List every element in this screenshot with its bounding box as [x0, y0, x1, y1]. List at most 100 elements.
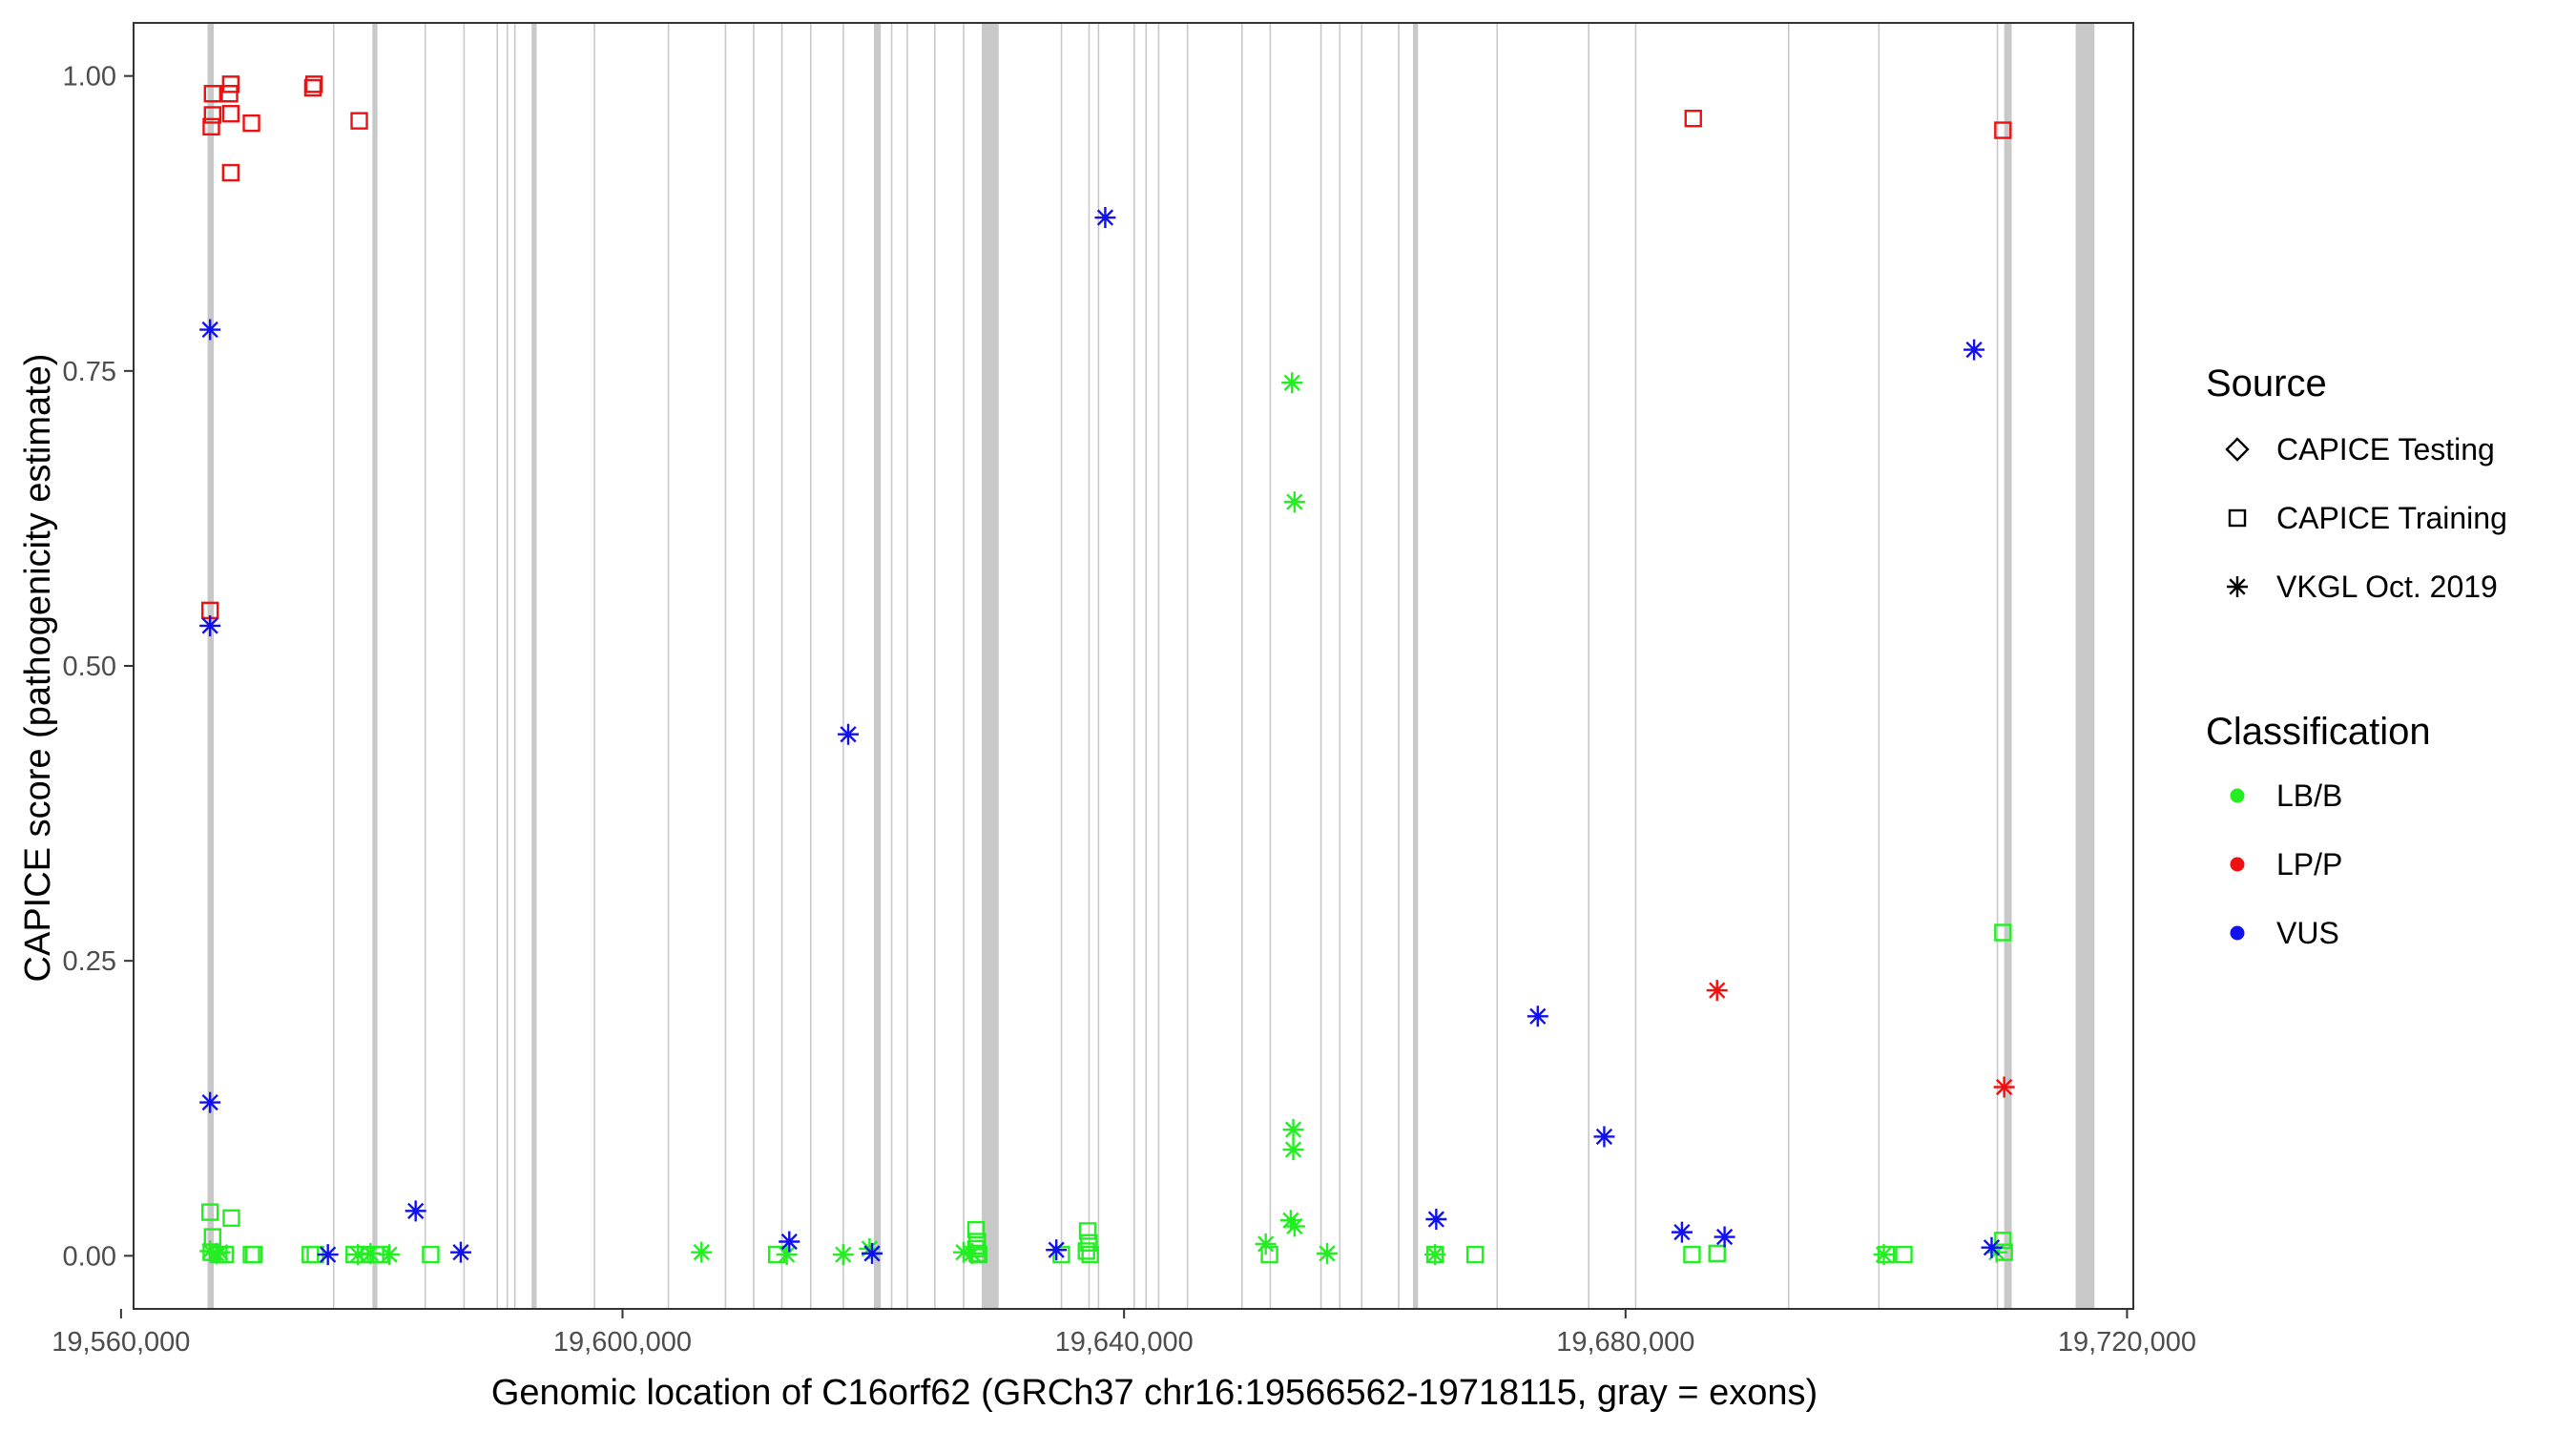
exon-band	[1133, 24, 1135, 1308]
data-point	[405, 1200, 426, 1222]
y-tick-label: 0.00	[63, 1241, 116, 1272]
data-point	[209, 1241, 231, 1263]
data-point	[1283, 491, 1305, 513]
data-point	[221, 163, 240, 182]
exon-band	[1339, 24, 1341, 1308]
legend-title-classification: Classification	[2206, 711, 2431, 753]
data-point	[966, 1220, 986, 1239]
legend-entry-diamond: CAPICE Testing	[2225, 432, 2495, 467]
exon-band	[332, 24, 335, 1308]
data-point	[379, 1244, 401, 1266]
exon-band	[1588, 24, 1589, 1308]
legend-color-dot	[2230, 857, 2245, 872]
x-tick-label: 19,600,000	[553, 1327, 692, 1358]
data-point	[200, 1203, 219, 1221]
data-point	[1077, 1242, 1095, 1260]
data-point	[832, 1244, 854, 1266]
x-tick-label: 19,560,000	[52, 1327, 190, 1358]
exon-band	[1413, 24, 1419, 1308]
x-tick-label: 19,680,000	[1556, 1327, 1694, 1358]
data-point	[1081, 1245, 1099, 1264]
data-point	[1706, 980, 1728, 1002]
data-point	[199, 614, 221, 636]
y-tick-label: 0.75	[63, 357, 116, 387]
data-point	[1993, 1076, 2015, 1098]
exon-band	[963, 24, 965, 1308]
exon-band	[1241, 24, 1243, 1308]
exon-band	[531, 24, 537, 1308]
exon-band	[593, 24, 595, 1308]
data-point	[1527, 1006, 1548, 1027]
exon-band	[1634, 24, 1637, 1308]
exon-band	[981, 24, 999, 1308]
data-point	[1046, 1239, 1068, 1261]
series-LPP-square	[200, 75, 2012, 620]
legend-key-asterisk	[2227, 576, 2248, 597]
exon-band	[2004, 24, 2012, 1308]
data-point	[1671, 1221, 1693, 1243]
data-point	[242, 114, 260, 133]
exon-band	[424, 24, 426, 1308]
data-point	[317, 1244, 339, 1266]
data-point	[199, 1091, 221, 1113]
data-point	[1317, 1242, 1339, 1264]
y-tick-label: 0.25	[63, 946, 116, 977]
exon-band	[1088, 24, 1091, 1308]
legend: Source CAPICE Testing CAPICE Training VKGL…	[2206, 363, 2507, 950]
exon-band	[463, 24, 466, 1308]
legend-classification-entries: LB/B LP/P VUS	[2230, 778, 2342, 950]
series-VUS-asterisk	[199, 207, 2003, 1266]
legend-label: CAPICE Testing	[2276, 432, 2495, 467]
exon-band	[809, 24, 812, 1308]
legend-entry-asterisk: VKGL Oct. 2019	[2227, 570, 2498, 604]
exon-band	[1269, 24, 1272, 1308]
y-tick-label: 0.50	[63, 652, 116, 682]
exon-band	[1787, 24, 1790, 1308]
data-point	[1994, 121, 2012, 139]
data-point	[360, 1242, 382, 1264]
data-point	[305, 75, 323, 93]
exon-band	[1496, 24, 1499, 1308]
x-tick-label: 19,640,000	[1055, 1327, 1194, 1358]
data-point	[1424, 1244, 1446, 1266]
data-point	[1994, 923, 2012, 942]
data-point	[1282, 1119, 1304, 1141]
data-point	[205, 1242, 227, 1264]
exon-band	[1186, 24, 1189, 1308]
x-axis-title: Genomic location of C16orf62 (GRCh37 chr…	[491, 1373, 1818, 1413]
data-point	[220, 85, 239, 103]
exon-band	[890, 24, 893, 1308]
exon-band	[1060, 24, 1063, 1308]
data-point	[1465, 1245, 1485, 1264]
data-point	[1873, 1244, 1895, 1266]
exon-band	[753, 24, 755, 1308]
data-point	[1094, 207, 1116, 229]
data-point	[1052, 1245, 1070, 1264]
data-point	[1078, 1222, 1097, 1240]
exon-band	[1398, 24, 1400, 1308]
legend-source-entries: CAPICE Testing CAPICE Training VKGL Oct. 2…	[2225, 432, 2507, 604]
data-point	[350, 112, 368, 130]
data-point	[422, 1245, 440, 1264]
legend-key-square	[2228, 508, 2247, 528]
exon-band	[2075, 24, 2095, 1308]
data-point	[838, 723, 860, 745]
exon-band	[207, 24, 215, 1308]
exon-band	[513, 24, 516, 1308]
data-point	[779, 1231, 800, 1253]
data-point	[962, 1242, 984, 1264]
legend-label: LP/P	[2276, 847, 2342, 881]
data-point	[1283, 1215, 1305, 1237]
exon-band	[842, 24, 844, 1308]
data-point	[1425, 1209, 1447, 1231]
data-point	[199, 319, 221, 341]
legend-entry-VUS: VUS	[2230, 916, 2339, 950]
exon-band	[1097, 24, 1100, 1308]
data-point	[862, 1242, 883, 1264]
exon-band	[372, 24, 378, 1308]
data-point	[1593, 1126, 1615, 1148]
data-points	[199, 75, 2015, 1266]
legend-entry-LBB: LB/B	[2230, 778, 2342, 813]
